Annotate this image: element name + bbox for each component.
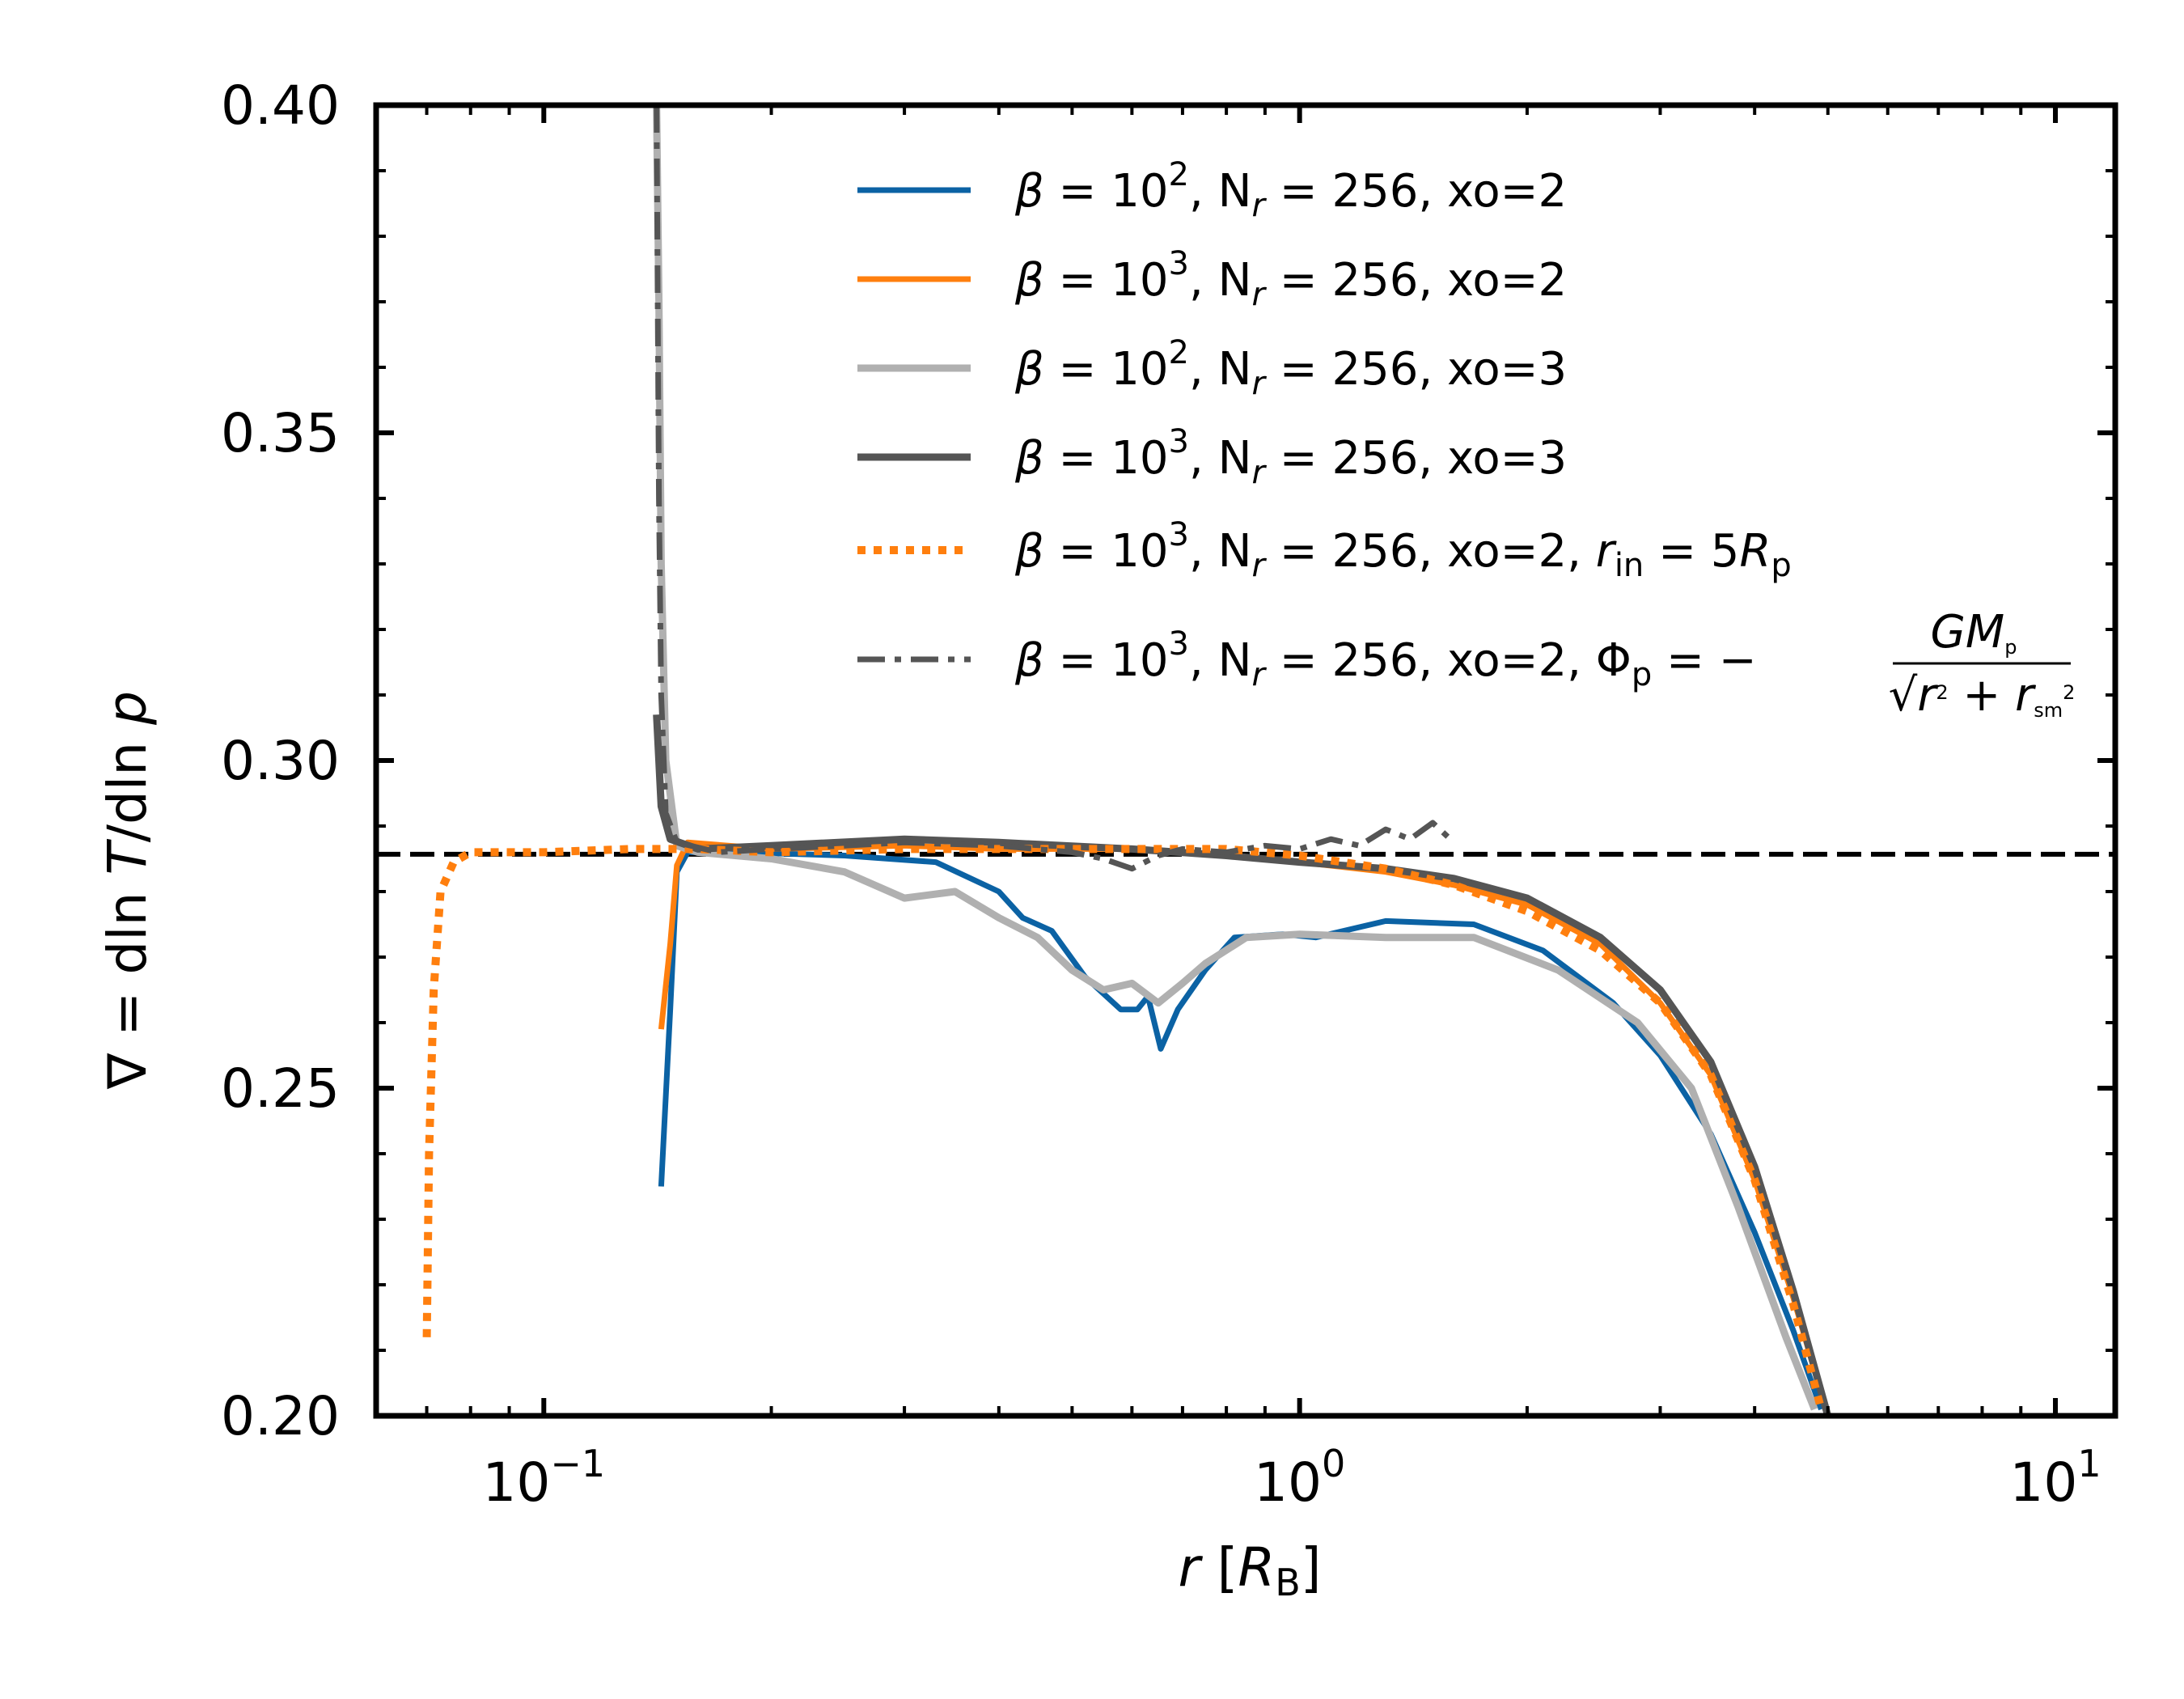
legend-label-2: β = 103, Nr = 256, xo=2 [1014,245,1567,313]
x-tick-label: 100 [1254,1442,1345,1514]
y-tick-label: 0.25 [221,1057,340,1120]
series-group [422,105,1832,1416]
series-line-5 [422,845,1826,1411]
legend-fraction-numerator: GMp [1931,606,2017,659]
legend-label-6: β = 103, Nr = 256, xo=2, Φp = − [1014,625,1757,693]
x-tick-label: 101 [2009,1442,2101,1514]
legend-label-3: β = 102, Nr = 256, xo=3 [1014,334,1567,402]
legend-label-1: β = 102, Nr = 256, xo=2 [1014,156,1567,224]
tick-labels-group: 0.20 0.25 0.30 0.35 0.40 10−1 100 101 [221,74,2101,1514]
x-axis-title: r [RB] [1178,1536,1321,1604]
legend: β = 102, Nr = 256, xo=2 β = 103, Nr = 256… [857,156,2075,722]
y-tick-label: 0.35 [221,402,340,464]
y-tick-label: 0.20 [221,1385,340,1447]
legend-label-4: β = 103, Nr = 256, xo=3 [1014,423,1567,491]
series-line-6 [654,105,1456,872]
legend-fraction-denominator: √r2 + rsm2 [1889,669,2076,722]
legend-label-5: β = 103, Nr = 256, xo=2, rin = 5Rp [1014,516,1792,584]
y-tick-label: 0.40 [221,74,340,137]
ticks-group [375,103,2115,1418]
y-tick-label: 0.30 [221,730,340,792]
y-axis-title: ∇ = dln T/dln p [96,691,159,1090]
x-tick-label: 10−1 [482,1442,605,1514]
